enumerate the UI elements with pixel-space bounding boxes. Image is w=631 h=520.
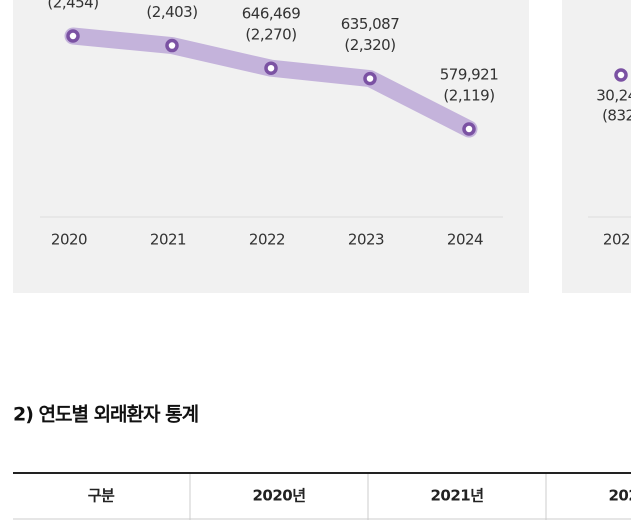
table-header-cell: 2021년 bbox=[430, 487, 483, 505]
point bbox=[264, 61, 278, 75]
table-header-cell: 구분 bbox=[88, 487, 115, 505]
count-label: (2,403) bbox=[146, 3, 197, 21]
x-tick-label: 2020 bbox=[51, 231, 87, 249]
table-header-cell: 2022년 bbox=[608, 487, 631, 505]
value-label: 635,087 bbox=[341, 15, 400, 33]
point bbox=[614, 68, 628, 82]
count-label: (2,119) bbox=[443, 87, 494, 105]
point bbox=[165, 38, 179, 53]
chart-panel bbox=[13, 0, 529, 293]
value-label: 579,921 bbox=[440, 66, 499, 84]
chart-panel bbox=[562, 0, 631, 293]
x-tick-label: 2022 bbox=[249, 231, 285, 249]
value-label: 30,245 bbox=[596, 87, 631, 105]
count-label: (2,454) bbox=[47, 0, 98, 12]
point bbox=[363, 71, 377, 86]
x-tick-label: 2023 bbox=[348, 231, 384, 249]
count-label: (2,270) bbox=[245, 26, 296, 44]
section-title: 2) 연도별 외래환자 통계 bbox=[13, 404, 198, 426]
point bbox=[462, 122, 476, 136]
point bbox=[66, 29, 80, 43]
count-label: (832) bbox=[602, 107, 631, 125]
table-header-cell: 2020년 bbox=[252, 487, 305, 505]
count-label: (2,320) bbox=[344, 36, 395, 54]
x-tick-label: 2021 bbox=[150, 231, 186, 249]
x-tick-label: 2020 bbox=[603, 231, 631, 249]
x-tick-label: 2024 bbox=[447, 231, 483, 249]
value-label: 646,469 bbox=[242, 5, 301, 23]
